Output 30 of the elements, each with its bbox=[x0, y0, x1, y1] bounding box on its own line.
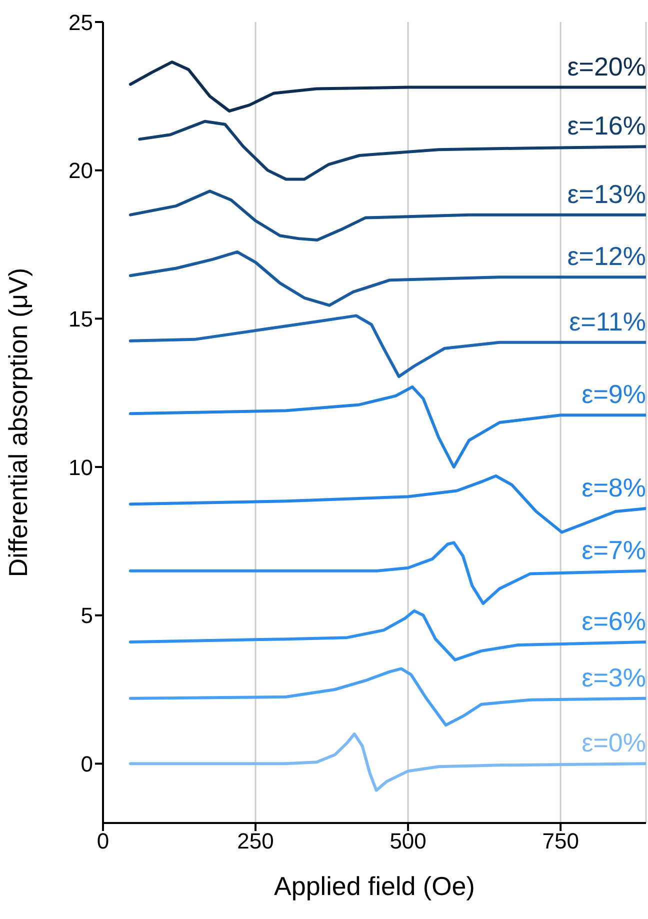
series-label: ε=8% bbox=[582, 472, 646, 503]
line-series bbox=[128, 385, 646, 468]
series-label: ε=20% bbox=[567, 51, 646, 82]
y-axis-title: Differential absorption (μV) bbox=[3, 268, 34, 578]
series-label: ε=3% bbox=[582, 662, 646, 692]
x-tick-label: 500 bbox=[390, 828, 426, 854]
y-tick-label: 25 bbox=[68, 10, 93, 35]
x-tick-label: 250 bbox=[237, 828, 274, 854]
series-label: ε=9% bbox=[582, 379, 646, 410]
series-label: ε=6% bbox=[582, 606, 646, 636]
series-label: ε=12% bbox=[567, 241, 646, 272]
y-tick-label: 5 bbox=[80, 603, 93, 628]
line-series bbox=[128, 541, 646, 605]
series-label: ε=13% bbox=[567, 178, 646, 209]
series-label: ε=16% bbox=[567, 110, 646, 141]
line-series bbox=[128, 474, 646, 534]
line-series bbox=[128, 609, 646, 662]
series-label: ε=7% bbox=[582, 534, 646, 565]
x-axis-title: Applied field (Oe) bbox=[274, 871, 475, 901]
x-tick-label: 0 bbox=[96, 828, 110, 854]
y-tick-label: 0 bbox=[80, 751, 93, 776]
line-series bbox=[128, 314, 646, 378]
y-tick-label: 15 bbox=[68, 306, 93, 332]
line-series bbox=[128, 667, 646, 727]
line-series bbox=[128, 732, 646, 792]
x-tick-label: 750 bbox=[542, 828, 579, 854]
series-label: ε=0% bbox=[582, 728, 646, 758]
series-label: ε=11% bbox=[569, 306, 646, 336]
y-tick-label: 10 bbox=[68, 454, 93, 480]
y-tick-label: 20 bbox=[68, 158, 93, 184]
